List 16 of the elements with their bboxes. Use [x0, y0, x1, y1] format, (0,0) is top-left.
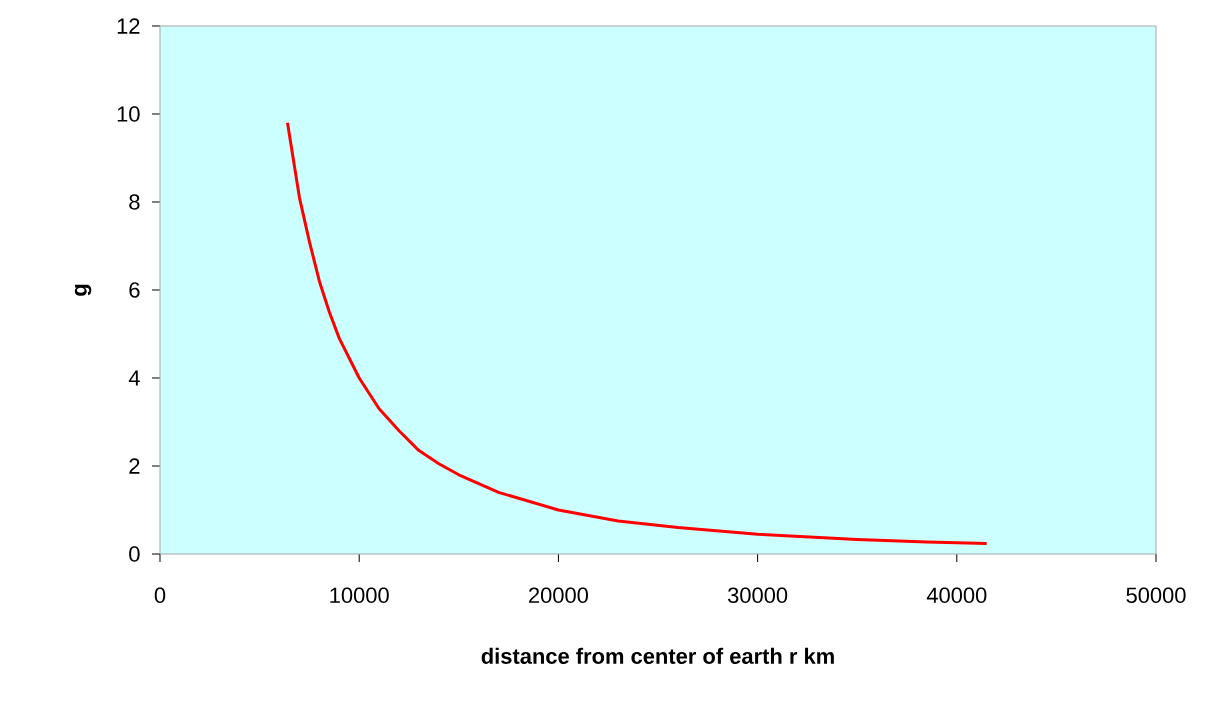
y-tick-label: 6	[129, 282, 140, 298]
y-tick-label: 4	[128, 370, 140, 386]
y-axis-title: g	[74, 284, 92, 296]
y-tick-label: 8	[129, 194, 140, 210]
x-axis-title: distance from center of earth r km	[481, 647, 834, 664]
x-tick-label: 50000	[1126, 587, 1186, 604]
y-tick-label: 0	[129, 546, 140, 562]
x-tick-label: 20000	[529, 587, 588, 604]
y-tick-label: 10	[117, 106, 140, 122]
x-tick-label: 30000	[727, 587, 788, 604]
x-tick-label: 10000	[330, 587, 389, 604]
line-series	[285, 121, 989, 545]
x-tick-label: 0	[154, 587, 166, 604]
x-tick-label: 40000	[926, 587, 987, 604]
y-tick-label: 2	[129, 458, 140, 474]
y-tick-label: 12	[117, 18, 140, 34]
